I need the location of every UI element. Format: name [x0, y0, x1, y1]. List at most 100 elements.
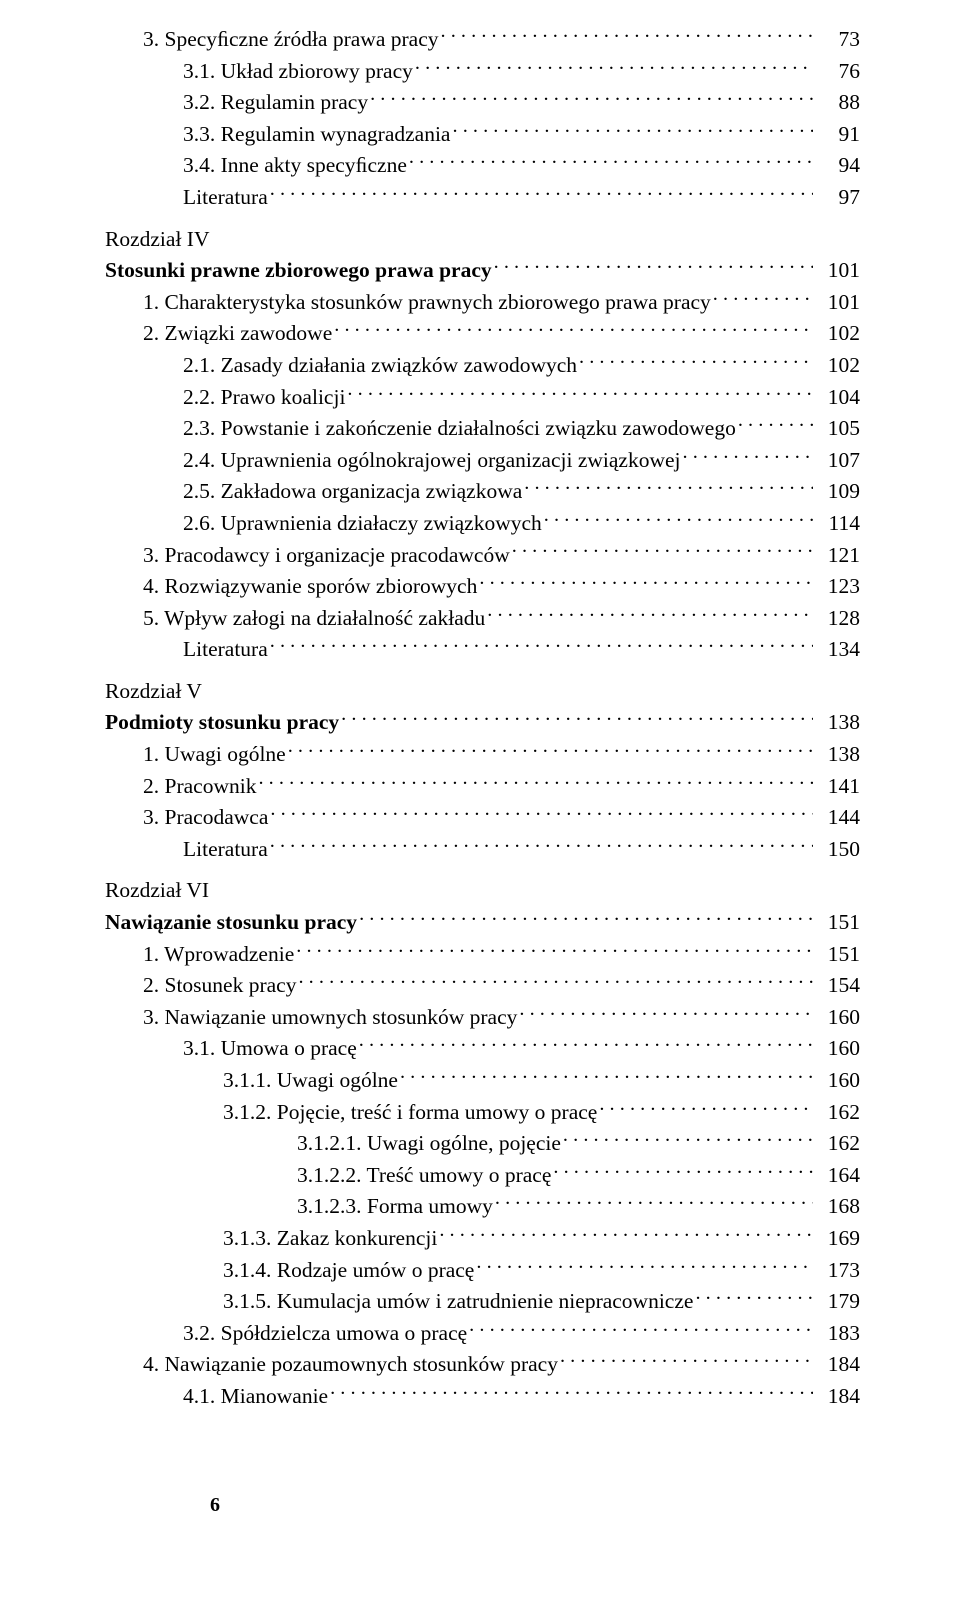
toc-entry-page: 179: [816, 1286, 860, 1318]
toc-entry: Literatura134: [105, 634, 860, 666]
toc-entry: 2.1. Zasady działania związków zawodowyc…: [105, 350, 860, 382]
toc-leader-dots: [563, 1129, 813, 1151]
toc-entry-text: 2.1. Zasady działania związków zawodowyc…: [183, 350, 577, 382]
toc-leader-dots: [270, 834, 813, 856]
toc-entry-page: 109: [816, 476, 860, 508]
toc-leader-dots: [270, 182, 813, 204]
toc-leader-dots: [519, 1002, 813, 1024]
toc-entry: 3. Nawiązanie umownych stosunków pracy16…: [105, 1002, 860, 1034]
toc-entry: 3.1.3. Zakaz konkurencji 169: [105, 1223, 860, 1255]
toc-entry: 3.2. Spółdzielcza umowa o pracę183: [105, 1318, 860, 1350]
toc-leader-dots: [270, 803, 813, 825]
toc-entry-page: 169: [816, 1223, 860, 1255]
toc-entry-text: 3.1.1. Uwagi ogólne: [223, 1065, 398, 1097]
toc-leader-dots: [330, 1381, 813, 1403]
toc-entry: 2. Związki zawodowe102: [105, 318, 860, 350]
toc-entry-page: 94: [816, 150, 860, 182]
toc-entry: 2. Stosunek pracy154: [105, 970, 860, 1002]
toc-entry-page: 184: [816, 1349, 860, 1381]
toc-entry-text: Rozdział VI: [105, 875, 209, 907]
toc-entry-page: 91: [816, 119, 860, 151]
toc-entry-page: 123: [816, 571, 860, 603]
toc-entry-page: 151: [816, 907, 860, 939]
toc-leader-dots: [341, 708, 813, 730]
toc-entry-text: Rozdział V: [105, 676, 202, 708]
toc-entry: 3.1.1. Uwagi ogólne 160: [105, 1065, 860, 1097]
toc-entry-text: 3.1.3. Zakaz konkurencji: [223, 1223, 437, 1255]
toc-entry-text: Rozdział IV: [105, 224, 209, 256]
toc-entry-text: 2. Pracownik: [143, 771, 256, 803]
toc-entry-text: 2.6. Uprawnienia działaczy związkowych: [183, 508, 542, 540]
toc-entry-text: Literatura: [183, 182, 268, 214]
toc-entry: 2.6. Uprawnienia działaczy związkowych 11…: [105, 508, 860, 540]
toc-entry-page: 144: [816, 802, 860, 834]
toc-entry-page: 160: [816, 1065, 860, 1097]
toc-entry: 3.1.2.1. Uwagi ogólne, pojęcie162: [105, 1128, 860, 1160]
toc-entry-text: 3.1. Umowa o pracę: [183, 1033, 357, 1065]
toc-entry: 4.1. Mianowanie184: [105, 1381, 860, 1413]
toc-entry: Literatura150: [105, 834, 860, 866]
toc-entry: 3.1. Umowa o pracę 160: [105, 1033, 860, 1065]
toc-entry: Podmioty stosunku pracy138: [105, 707, 860, 739]
toc-entry: 2. Pracownik141: [105, 771, 860, 803]
toc-entry-page: 160: [816, 1033, 860, 1065]
toc-entry-text: 4. Rozwiązywanie sporów zbiorowych: [143, 571, 477, 603]
toc-entry: Stosunki prawne zbiorowego prawa pracy10…: [105, 255, 860, 287]
toc-entry-text: 3. Pracodawca: [143, 802, 268, 834]
toc-leader-dots: [599, 1097, 813, 1119]
toc-leader-dots: [258, 771, 813, 793]
toc-entry-page: 101: [816, 255, 860, 287]
toc-leader-dots: [494, 256, 813, 278]
toc-leader-dots: [479, 572, 813, 594]
toc-leader-dots: [524, 477, 813, 499]
toc-entry-text: 3.3. Regulamin wynagradzania: [183, 119, 450, 151]
toc-entry-text: 4.1. Mianowanie: [183, 1381, 328, 1413]
toc-entry-text: 1. Wprowadzenie: [143, 939, 294, 971]
toc-leader-dots: [469, 1318, 813, 1340]
toc-entry: 3.1.2.3. Forma umowy168: [105, 1191, 860, 1223]
toc-entry-page: 88: [816, 87, 860, 119]
toc-entry-page: 138: [816, 739, 860, 771]
toc-entry-page: 76: [816, 56, 860, 88]
toc-leader-dots: [270, 635, 813, 657]
toc-leader-dots: [683, 445, 813, 467]
toc-entry: 3.1.2. Pojęcie, treść i forma umowy o pr…: [105, 1097, 860, 1129]
toc-entry-page: 168: [816, 1191, 860, 1223]
toc-entry-text: 5. Wpływ załogi na działalność zakładu: [143, 603, 485, 635]
toc-entry-text: 4. Nawiązanie pozaumownych stosunków pra…: [143, 1349, 558, 1381]
toc-leader-dots: [298, 971, 813, 993]
toc-entry: 3. Pracodawca 144: [105, 802, 860, 834]
toc-leader-dots: [544, 508, 813, 530]
toc-entry-page: 150: [816, 834, 860, 866]
toc-entry-text: 3. Pracodawcy i organizacje pracodawców: [143, 540, 510, 572]
toc-entry-text: 3.2. Regulamin pracy: [183, 87, 368, 119]
toc-leader-dots: [487, 603, 813, 625]
toc-entry-page: 114: [816, 508, 860, 540]
toc-entry-text: 2.3. Powstanie i zakończenie działalnośc…: [183, 413, 736, 445]
toc-leader-dots: [409, 151, 813, 173]
toc-entry-page: 134: [816, 634, 860, 666]
toc-container: 3. Specyﬁczne źródła prawa pracy733.1. U…: [105, 24, 860, 1413]
toc-entry-text: 3.2. Spółdzielcza umowa o pracę: [183, 1318, 467, 1350]
toc-entry-text: 3.1. Układ zbiorowy pracy: [183, 56, 413, 88]
toc-entry-text: 2.2. Prawo koalicji: [183, 382, 345, 414]
toc-entry: Rozdział VI: [105, 875, 860, 907]
toc-leader-dots: [439, 1223, 813, 1245]
toc-entry-text: Nawiązanie stosunku pracy: [105, 907, 357, 939]
toc-entry: 1. Wprowadzenie151: [105, 939, 860, 971]
toc-entry-text: 3. Nawiązanie umownych stosunków pracy: [143, 1002, 517, 1034]
toc-entry-page: 138: [816, 707, 860, 739]
toc-entry: 4. Nawiązanie pozaumownych stosunków pra…: [105, 1349, 860, 1381]
toc-entry-page: 173: [816, 1255, 860, 1287]
toc-entry: 3.1.4. Rodzaje umów o pracę173: [105, 1255, 860, 1287]
toc-entry: 2.3. Powstanie i zakończenie działalnośc…: [105, 413, 860, 445]
toc-entry: Literatura97: [105, 182, 860, 214]
toc-entry: 3.1.2.2. Treść umowy o pracę164: [105, 1160, 860, 1192]
toc-entry-text: 3.1.5. Kumulacja umów i zatrudnienie nie…: [223, 1286, 693, 1318]
toc-entry-page: 73: [816, 24, 860, 56]
toc-entry: 3.1.5. Kumulacja umów i zatrudnienie nie…: [105, 1286, 860, 1318]
toc-entry: 5. Wpływ załogi na działalność zakładu12…: [105, 603, 860, 635]
toc-entry: Rozdział IV: [105, 224, 860, 256]
toc-entry-text: 1. Charakterystyka stosunków prawnych zb…: [143, 287, 711, 319]
toc-entry-page: 102: [816, 318, 860, 350]
